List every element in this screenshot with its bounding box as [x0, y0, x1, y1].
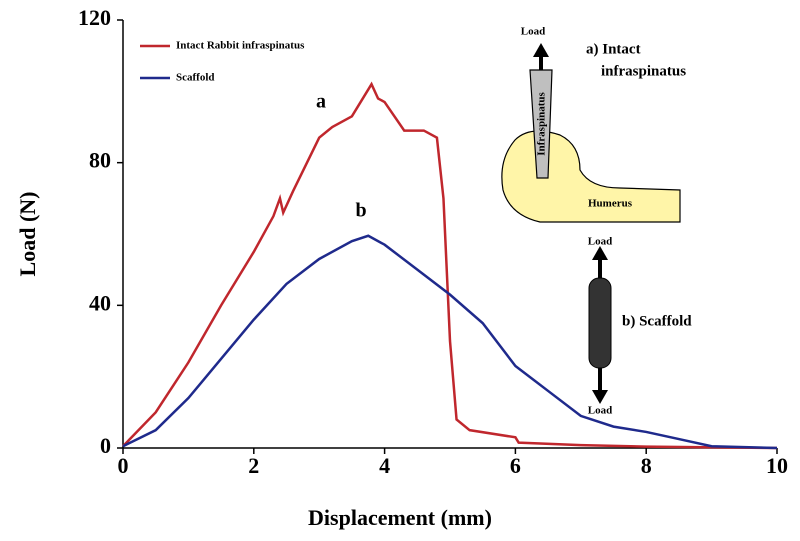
x-tick-label: 2: [248, 453, 259, 478]
annotation: infraspinatus: [601, 63, 686, 79]
annotation: Load: [588, 405, 612, 417]
legend-label: Intact Rabbit infraspinatus: [176, 40, 305, 52]
annotation: a) Intact: [586, 41, 641, 57]
inset-scaffold: Load b) Scaffold Load: [588, 236, 692, 417]
y-tick-label: 40: [89, 290, 111, 315]
annotation: Humerus: [588, 198, 633, 210]
annotation: b) Scaffold: [622, 313, 692, 329]
x-tick-label: 10: [766, 453, 788, 478]
y-tick-label: 120: [78, 5, 111, 30]
series-line: [122, 234, 778, 450]
annotation: Load: [588, 236, 612, 248]
x-axis-label: Displacement (mm): [308, 505, 492, 530]
y-axis-label: Load (N): [15, 192, 40, 277]
annotation: Infraspinatus: [536, 91, 548, 155]
x-tick-label: 4: [379, 453, 390, 478]
annotation: b: [355, 200, 366, 222]
inset-intact: Load a) Intact infraspinatus Infraspinat…: [501, 26, 686, 223]
annotation: a: [316, 91, 326, 113]
y-tick-label: 0: [100, 433, 111, 458]
annotation: Load: [521, 26, 545, 38]
legend-label: Scaffold: [176, 72, 215, 84]
x-tick-label: 8: [641, 453, 652, 478]
y-tick-label: 80: [89, 148, 111, 173]
series-line: [122, 81, 778, 450]
x-tick-label: 6: [510, 453, 521, 478]
x-tick-label: 0: [118, 453, 129, 478]
